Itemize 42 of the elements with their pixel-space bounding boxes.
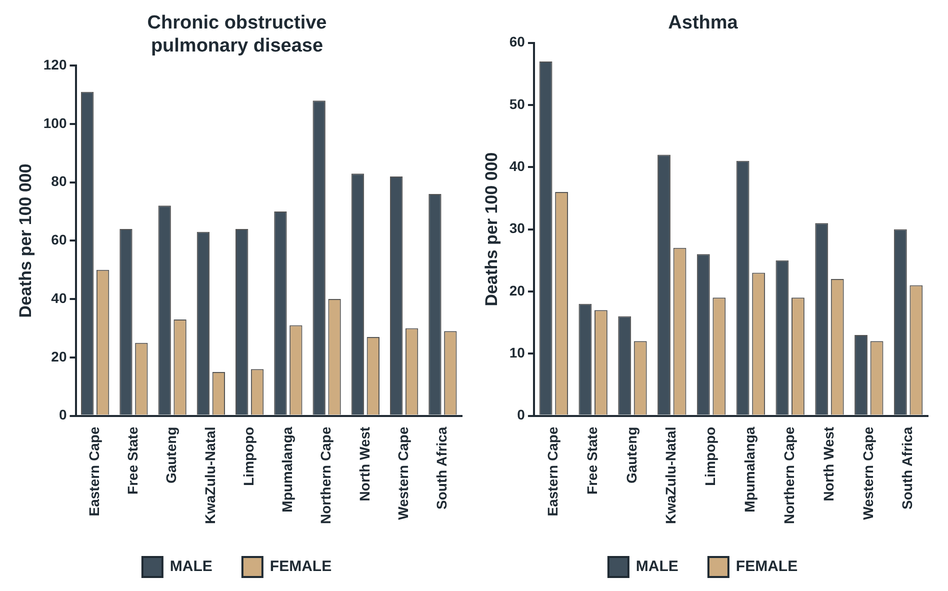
y-tick-label: 0 [58, 406, 67, 423]
chart-title: Chronic obstructive pulmonary disease [147, 12, 327, 56]
legend-label: FEMALE [270, 558, 332, 576]
y-tick-label: 60 [509, 34, 526, 50]
y-tick-label: 10 [509, 344, 526, 360]
y-tick-label: 40 [509, 158, 526, 174]
y-axis-title: Deaths per 100 000 [482, 152, 501, 306]
y-tick-label: 80 [51, 173, 67, 190]
y-tick-label: 60 [51, 232, 67, 248]
y-tick-label: 100 [43, 114, 67, 131]
x-tick-label: Mpumalanga [279, 426, 296, 512]
legend-label: MALE [170, 558, 212, 576]
y-tick-label: 50 [509, 96, 526, 112]
x-tick-label: Free State [124, 426, 141, 494]
x-tick-label: Limpopo [240, 426, 256, 486]
x-tick-label: Free State [584, 426, 600, 494]
x-tick-label: North West [356, 426, 372, 502]
legend-label: FEMALE [736, 558, 798, 576]
chart-title: Asthma [668, 12, 738, 34]
x-tick-label: Western Cape [860, 426, 876, 520]
x-tick-label: KwaZulu-Natal [202, 426, 218, 524]
y-tick-label: 30 [509, 220, 526, 236]
y-tick-label: 20 [509, 282, 526, 298]
x-tick-label: Eastern Cape [86, 426, 102, 516]
x-tick-label: Northern Cape [318, 426, 334, 524]
y-tick-label: 120 [43, 56, 67, 72]
x-tick-label: South Africa [434, 426, 450, 510]
x-tick-label: Gauteng [163, 426, 180, 484]
x-tick-label: Limpopo [702, 426, 718, 486]
y-tick-label: 20 [51, 348, 67, 364]
x-tick-label: North West [820, 426, 836, 502]
x-tick-label: Mpumalanga [742, 426, 758, 512]
x-tick-label: Western Cape [394, 426, 411, 520]
legend-label: MALE [636, 558, 678, 576]
x-tick-label: Gauteng [623, 426, 640, 484]
x-tick-label: South Africa [899, 426, 916, 510]
y-axis-title: Deaths per 100 000 [16, 164, 35, 318]
y-tick-label: 40 [51, 290, 67, 306]
y-tick-label: 0 [517, 406, 526, 423]
x-tick-label: KwaZulu-Natal [662, 426, 679, 524]
x-tick-label: Eastern Cape [544, 426, 561, 516]
x-tick-label: Northern Cape [780, 426, 797, 524]
